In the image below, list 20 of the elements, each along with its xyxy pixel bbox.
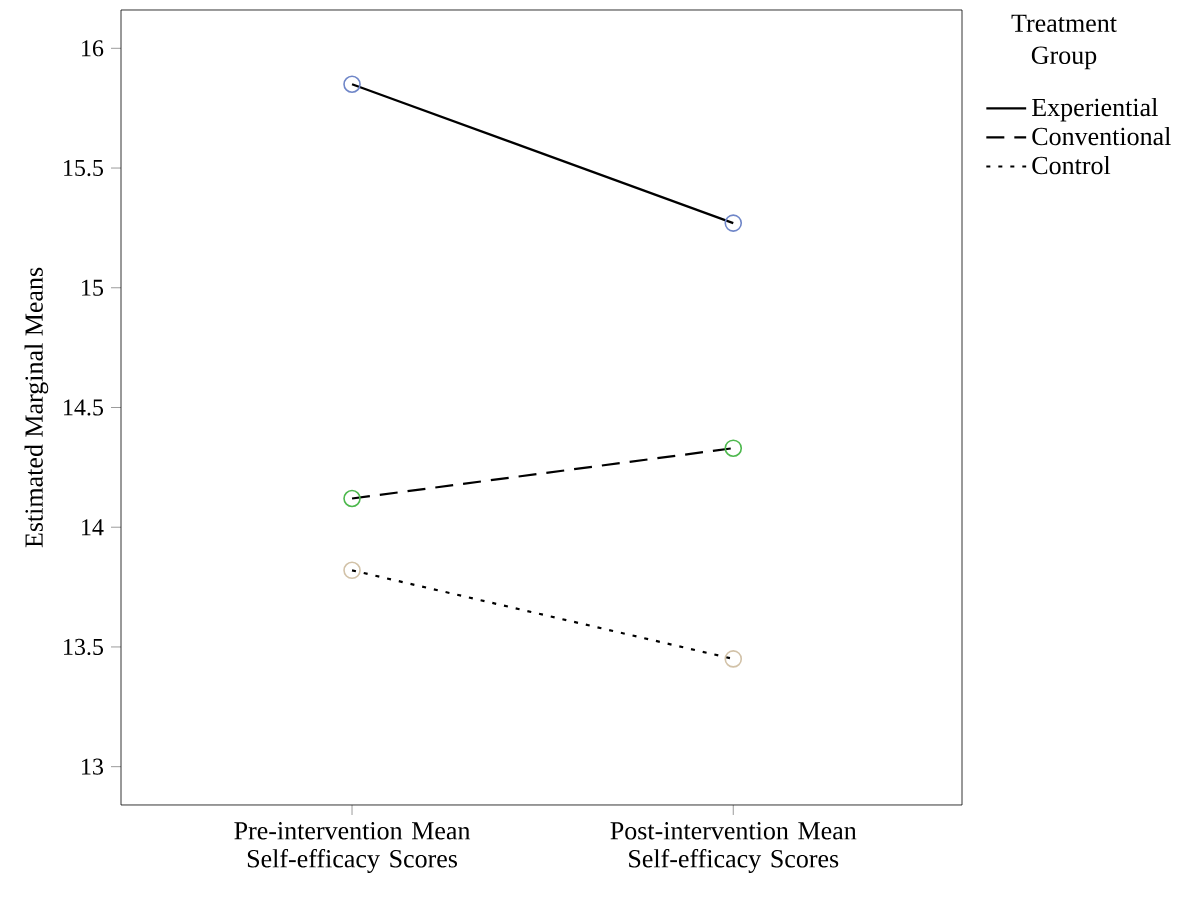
point (343, 75, 361, 94)
x-tick-label: Post-intervention Mean Self-efficacy Scores (610, 822, 857, 873)
legend-label: Conventional (1032, 126, 1171, 146)
y-tick-label: 15.5 (64, 159, 104, 177)
x-tick-label: Pre-intervention Mean Self-efficacy Scores (234, 822, 471, 873)
legend-label: Experiential (1032, 97, 1158, 122)
y-tick-label: 15 (82, 279, 104, 296)
y-tick-label: 14.5 (64, 399, 104, 416)
legend-title: Treatment Group (1011, 14, 1117, 70)
legend-label: Control (1032, 155, 1111, 175)
point (343, 561, 361, 580)
y-tick-label: 16 (82, 40, 104, 57)
point (724, 439, 743, 457)
point (343, 489, 361, 508)
point (724, 214, 743, 232)
y-tick-label: 13.5 (64, 638, 104, 656)
point (724, 650, 743, 668)
y-axis-title: Estimated Marginal Means (24, 267, 49, 548)
y-tick-label: 14 (82, 519, 104, 536)
y-tick-label: 13 (82, 758, 104, 775)
